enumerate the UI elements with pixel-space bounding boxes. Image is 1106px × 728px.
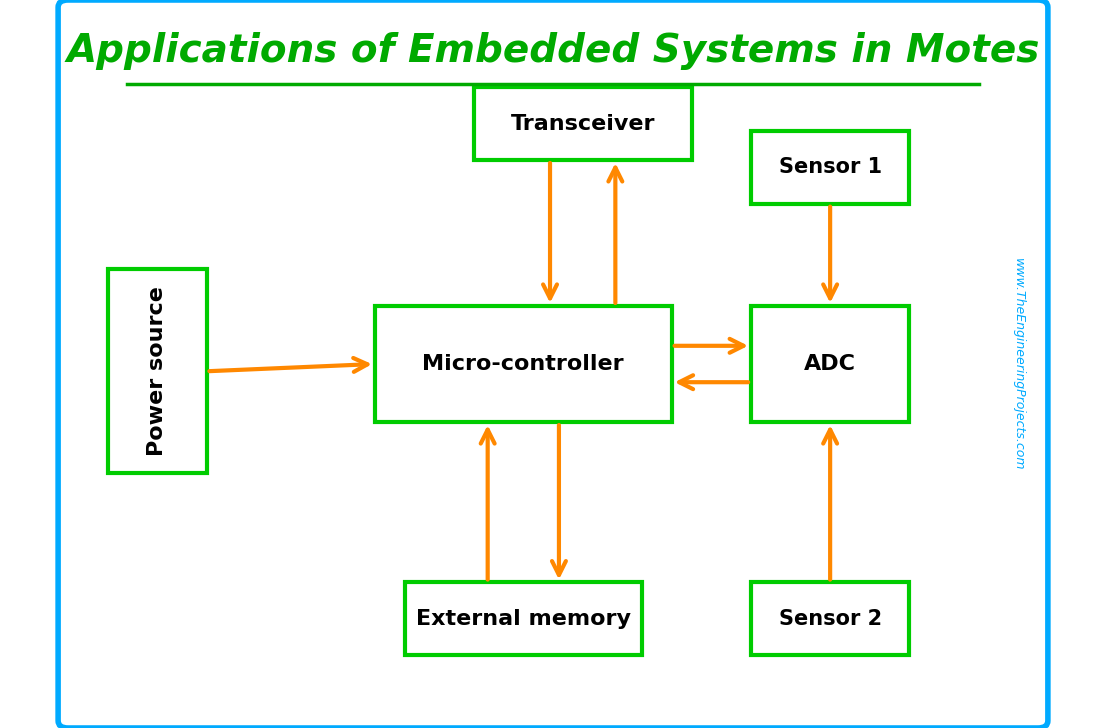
FancyBboxPatch shape (107, 269, 207, 473)
FancyBboxPatch shape (473, 87, 691, 160)
Text: www.TheEngineeringProjects.com: www.TheEngineeringProjects.com (1012, 258, 1024, 470)
Text: ADC: ADC (804, 354, 856, 374)
Text: Power source: Power source (147, 286, 167, 456)
Text: External memory: External memory (416, 609, 630, 629)
FancyBboxPatch shape (751, 582, 909, 655)
Text: Sensor 2: Sensor 2 (779, 609, 881, 629)
FancyBboxPatch shape (375, 306, 671, 422)
FancyBboxPatch shape (59, 0, 1047, 728)
FancyBboxPatch shape (751, 131, 909, 204)
Text: Transceiver: Transceiver (511, 114, 655, 134)
FancyBboxPatch shape (405, 582, 643, 655)
FancyBboxPatch shape (751, 306, 909, 422)
Text: Sensor 1: Sensor 1 (779, 157, 881, 178)
Text: Applications of Embedded Systems in Motes: Applications of Embedded Systems in Mote… (66, 32, 1040, 70)
Text: Micro-controller: Micro-controller (422, 354, 624, 374)
